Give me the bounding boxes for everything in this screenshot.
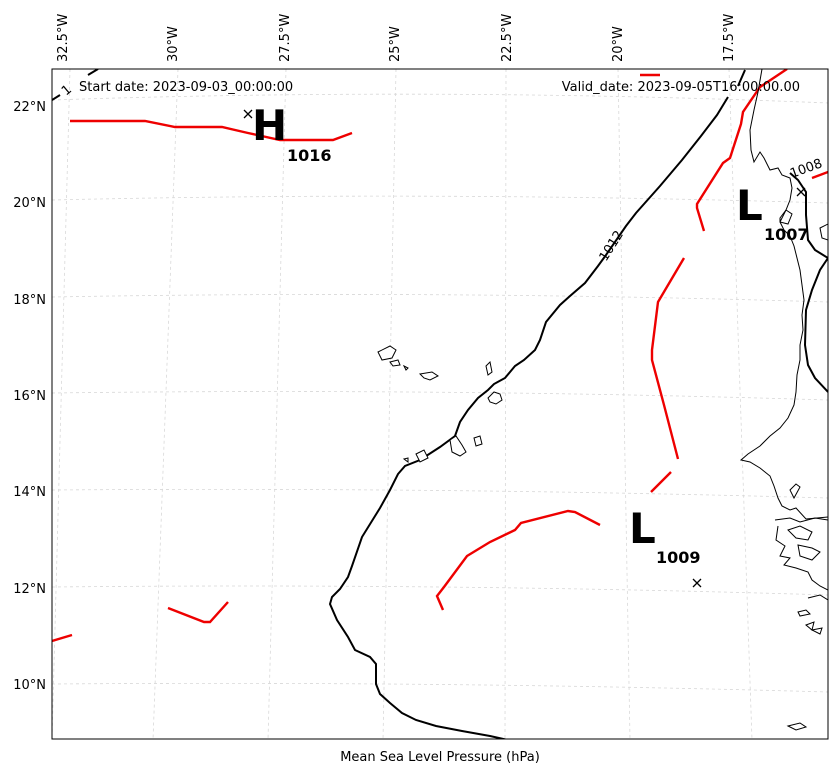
red-contour-east-c — [695, 69, 788, 232]
island-sao-nicolau — [418, 371, 439, 381]
red-contour-east-b — [650, 257, 686, 460]
low-south-value: 1009 — [656, 548, 701, 567]
low-south-symbol: L — [629, 504, 656, 553]
island-brava — [402, 457, 409, 463]
grid-lat-14 — [52, 488, 828, 499]
african-coast — [739, 69, 828, 520]
red-contour-center — [435, 509, 601, 611]
island-bijagos-3 — [810, 627, 823, 635]
red-contour-north — [70, 119, 353, 142]
graticule — [52, 69, 828, 739]
guinea-coast-2 — [807, 594, 828, 601]
guinea-coast — [775, 525, 828, 591]
red-contour-sw-b — [167, 601, 229, 624]
lat-label-14: 14°N — [13, 485, 46, 500]
island-maio — [473, 435, 483, 447]
grid-lat-22 — [52, 93, 828, 104]
low-south-marker-x — [692, 578, 702, 588]
island-bijagos-2 — [805, 621, 815, 631]
island-sao-vicente — [389, 359, 401, 367]
red-contour-east-a — [650, 471, 672, 493]
lat-label-22: 22°N — [13, 100, 46, 115]
lat-label-18: 18°N — [13, 293, 46, 308]
gambia-coast — [774, 517, 828, 523]
island-south — [786, 722, 808, 731]
coast-east-inner-2 — [787, 525, 813, 541]
red-contours — [52, 69, 828, 643]
isobar-1012-top — [737, 69, 746, 87]
lat-label-16: 16°N — [13, 389, 46, 404]
lon-label-17-5: 17.5°W — [722, 14, 737, 62]
grid-lon-22-5 — [504, 69, 507, 739]
lon-label-30: 30°W — [166, 26, 181, 62]
valid-date-label: Valid_date: 2023-09-05T16:00:00.00 — [562, 80, 800, 95]
isobar-1012 — [328, 96, 729, 739]
lon-label-22-5: 22.5°W — [500, 14, 515, 62]
lon-label-20: 20°W — [611, 26, 626, 62]
grid-lat-18 — [52, 294, 828, 303]
red-contour-edge — [811, 170, 828, 180]
latitude-labels: 22°N 20°N 18°N 16°N 14°N 12°N 10°N — [13, 100, 46, 693]
lon-label-27-5: 27.5°W — [278, 14, 293, 62]
grid-lon-30 — [152, 69, 179, 739]
lat-label-10: 10°N — [13, 678, 46, 693]
lon-label-25: 25°W — [388, 26, 403, 62]
red-contour-sw-a — [52, 633, 73, 643]
start-date-label: Start date: 2023-09-03_00:00:00 — [79, 80, 293, 95]
island-santiago — [449, 435, 467, 457]
grid-lat-20 — [52, 195, 828, 204]
grid-lon-20 — [617, 69, 631, 739]
center-markers — [243, 109, 806, 588]
isobar-topleft-2 — [87, 69, 99, 76]
high-value: 1016 — [287, 146, 332, 165]
island-santo-antao — [377, 345, 397, 361]
island-boa-vista — [487, 391, 503, 405]
map-frame — [52, 69, 828, 739]
islands — [377, 345, 823, 731]
longitude-labels: 32.5°W 30°W 27.5°W 25°W 22.5°W 20°W 17.5… — [56, 14, 737, 62]
grid-lat-16 — [52, 391, 828, 401]
grid-lon-27-5 — [267, 69, 287, 739]
isobar-1008-top — [789, 172, 828, 259]
low-north-symbol: L — [736, 181, 763, 230]
west-sahara-inlet — [779, 209, 793, 225]
grid-lon-17-5 — [728, 69, 753, 739]
lat-label-12: 12°N — [13, 582, 46, 597]
grid-lon-25 — [382, 69, 397, 739]
lon-label-32-5: 32.5°W — [56, 14, 71, 62]
grid-lat-10 — [52, 682, 828, 693]
x-axis-label: Mean Sea Level Pressure (hPa) — [340, 750, 540, 765]
coast-east-inner-4 — [819, 223, 828, 241]
isobar-1008 — [803, 257, 828, 393]
island-fogo — [415, 449, 429, 463]
grid-lon-32-5 — [52, 69, 71, 739]
map-border — [51, 68, 829, 740]
low-north-marker-x — [796, 187, 806, 197]
high-symbol: H — [252, 101, 287, 150]
island-sal — [485, 360, 493, 376]
grid-lat-12 — [52, 585, 828, 596]
low-north-value: 1007 — [764, 225, 809, 244]
coast-east-inner-3 — [797, 544, 821, 561]
isobar-1012-topleft — [52, 94, 61, 101]
coast-east-inner — [789, 483, 801, 500]
coastline — [739, 69, 828, 601]
high-marker-x — [243, 109, 253, 119]
island-santa-luzia — [402, 364, 409, 371]
island-bijagos-1 — [797, 609, 812, 617]
lat-label-20: 20°N — [13, 196, 46, 211]
